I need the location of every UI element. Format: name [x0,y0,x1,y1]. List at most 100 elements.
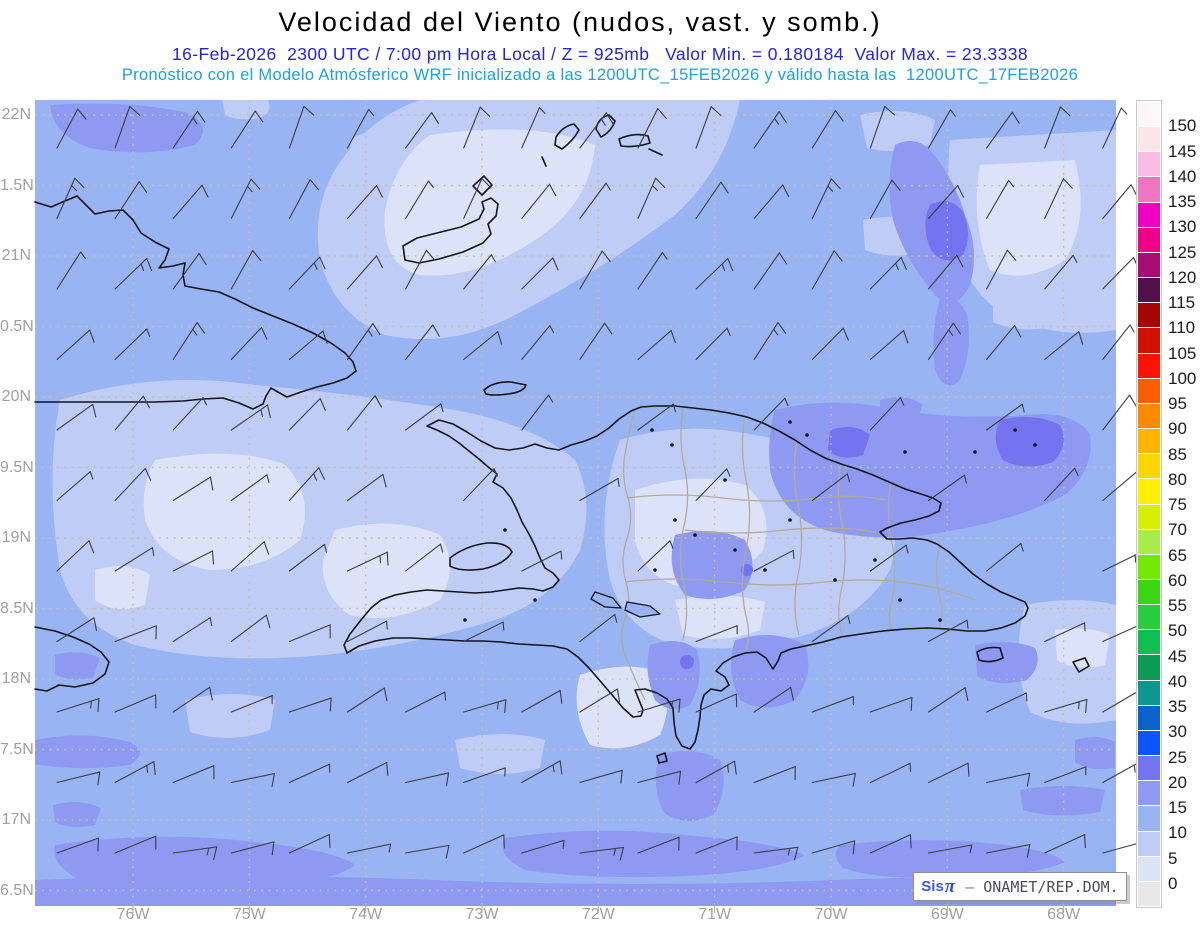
colorbar-tick-label: 135 [1168,192,1197,211]
cuba-coastline [34,195,357,410]
colorbar-tick-label: 65 [1168,545,1187,565]
bahamas-cay-5 [541,156,547,167]
x-axis-tick-label: 71W [698,906,732,923]
colorbar-tick-label: 20 [1168,772,1187,792]
mona-coastline [1072,657,1090,673]
colorbar-tick-label: 150 [1168,116,1197,136]
colorbar-segment [1138,680,1160,705]
colorbar-tick-label: 30 [1168,722,1187,742]
colorbar-segment [1138,806,1160,831]
colorbar-segment [1138,177,1160,202]
x-axis-tick-label: 73W [465,906,499,923]
graticule-layer [35,100,1116,906]
chart-subtitle-model-run: Pronóstico con el Modelo Atmósferico WRF… [121,66,1079,84]
colorbar-segment [1138,831,1160,856]
admin-borders-layer [621,407,976,701]
colorbar-tick-label: 70 [1168,520,1187,540]
colorbar-tick-label: 5 [1168,848,1178,868]
colorbar-tick-label: 110 [1168,318,1196,338]
colorbar-segment [1138,152,1160,177]
colorbar-segment [1138,705,1160,730]
y-axis-tick-label: 7.5N [0,740,34,758]
y-axis-tick-label: 20N [1,388,31,405]
colorbar-segment [1138,403,1160,429]
colorbar-tick-label: 95 [1168,394,1187,413]
colorbar-segment [1138,554,1160,579]
bahamas-cay-3 [618,133,651,148]
colorbar-tick-label: 85 [1168,444,1187,464]
y-axis-tick-label: 21N [1,247,31,264]
y-axis-tick-label: 8.5N [0,599,34,617]
colorbar-segment [1138,630,1160,655]
hispaniola-coastline [343,405,1029,750]
colorbar-segment [1138,303,1160,328]
y-axis-tick-label: 22N [1,106,31,123]
station-dots-layer [463,420,1037,622]
colorbar-segment [1138,756,1160,781]
colorbar-segment [1138,856,1160,881]
colorbar-tick-label: 100 [1168,368,1197,388]
colorbar-tick-label: 130 [1168,217,1197,237]
x-axis-tick-label: 75W [232,906,266,923]
colorbar-tick-label: 125 [1168,242,1197,262]
colorbar-segment [1138,579,1160,605]
sispi-logo-text: Sis [921,878,944,895]
axis-ticks-layer [132,906,1065,913]
colorbar-tick-label: 55 [1168,596,1187,615]
colorbar-tick-label: 75 [1168,495,1187,514]
colorbar-tick-label: 115 [1168,293,1196,312]
colorbar-tick-label: 40 [1168,671,1187,691]
jamaica-coastline [34,626,110,692]
colorbar-segment [1138,353,1160,378]
colorbar-tick-label: 145 [1168,141,1197,161]
colorbar-segment [1138,227,1160,252]
beata-coastline [656,752,668,764]
colorbar-segment [1138,378,1160,403]
colorbar-segment [1138,605,1160,630]
colorbar-tick-label: 10 [1168,823,1187,843]
colorbar-segment [1138,202,1160,227]
chart-subtitle-valid-time: 16-Feb-2026 2300 UTC / 7:00 pm Hora Loca… [172,44,1028,64]
colorbar-tick-label: 105 [1168,343,1197,363]
colorbar-segment [1138,479,1160,504]
colorbar-tick-label: 15 [1168,798,1187,817]
lake-enriquillo [624,601,661,618]
colorbar-segment [1138,454,1160,479]
colorbar-tick-label: 140 [1168,166,1197,186]
chart-title: Velocidad del Viento (nudos, vast. y som… [278,7,882,37]
x-axis-tick-label: 72W [581,906,615,923]
x-axis-tick-label: 76W [116,906,150,923]
colorbar-segment [1138,529,1160,554]
colorbar-tick-label: 35 [1168,697,1187,716]
colorbar-tick-label: 120 [1168,267,1197,287]
y-axis-tick-label: 18N [1,670,31,687]
colorbar-tick-label: 90 [1168,419,1187,439]
x-axis-tick-label: 70W [814,906,848,923]
y-axis-tick-label: 6.5N [0,881,34,899]
colorbar-segment [1138,504,1160,529]
onamet-label: ONAMET/REP.DOM. [983,877,1119,896]
great-inagua-coastline [402,197,499,264]
colorbar-tick-label: 80 [1168,469,1187,489]
bahamas-cay-4 [648,148,663,156]
sispi-pi-glyph: π [944,875,956,897]
colorbar-tick-label: 0 [1168,873,1178,893]
colorbar-tick-label: 50 [1168,621,1187,641]
colorbar [1136,100,1162,908]
colorbar-segment [1138,127,1160,152]
bahamas-cay-1 [554,123,580,150]
saona-coastline [976,646,1004,663]
colorbar-segment [1138,881,1160,906]
tortuga-coastline [483,381,527,396]
colorbar-segment [1138,730,1160,756]
colorbar-tick-label: 45 [1168,646,1187,666]
colorbar-segment [1138,781,1160,806]
coastline-layer [34,114,1090,764]
colorbar-segment [1138,102,1160,127]
colorbar-tick-label: 60 [1168,570,1187,590]
wind-barbs-layer [56,105,1146,861]
colorbar-segment [1138,328,1160,353]
gonave-coastline [449,542,513,571]
colorbar-segment [1138,278,1160,303]
